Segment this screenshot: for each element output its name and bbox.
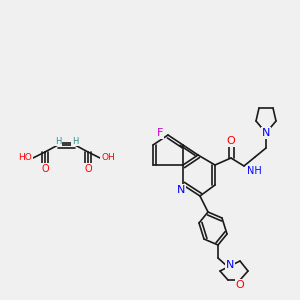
Text: NH: NH bbox=[247, 166, 262, 176]
Text: N: N bbox=[226, 260, 234, 270]
Text: O: O bbox=[236, 280, 244, 290]
Text: HO: HO bbox=[18, 154, 32, 163]
Text: O: O bbox=[41, 164, 49, 174]
Text: O: O bbox=[84, 164, 92, 174]
Text: N: N bbox=[262, 128, 270, 138]
Text: OH: OH bbox=[101, 154, 115, 163]
Text: O: O bbox=[226, 136, 236, 146]
Text: H: H bbox=[72, 136, 78, 146]
Text: H: H bbox=[55, 136, 61, 146]
Text: N: N bbox=[177, 185, 185, 195]
Text: F: F bbox=[157, 128, 163, 138]
